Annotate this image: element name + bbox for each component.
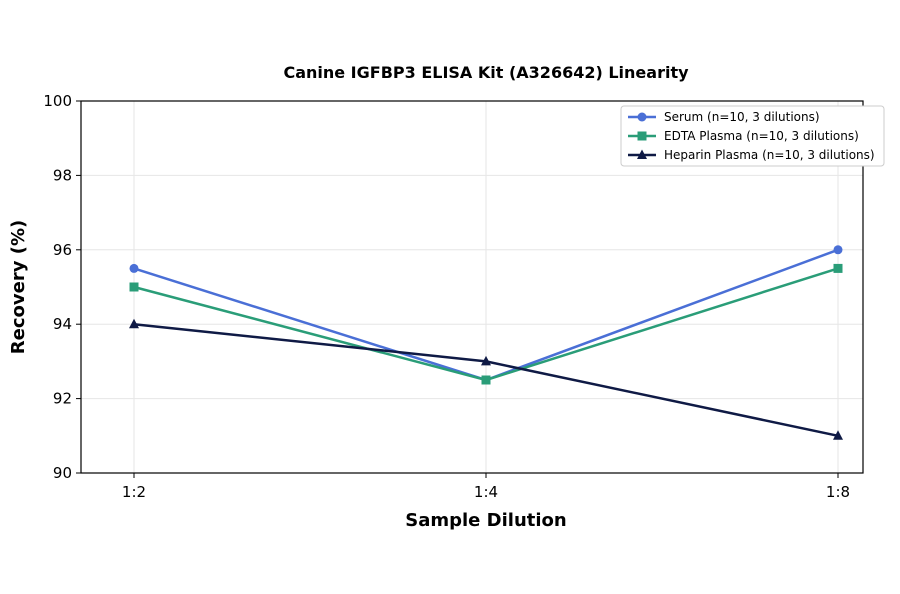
legend-entry: EDTA Plasma (n=10, 3 dilutions)	[628, 129, 859, 143]
legend-marker	[637, 112, 647, 122]
legend-marker	[637, 131, 647, 141]
y-tick-label: 94	[53, 315, 72, 333]
data-point	[481, 375, 491, 385]
data-point	[129, 282, 139, 292]
legend-label: EDTA Plasma (n=10, 3 dilutions)	[664, 129, 859, 143]
data-point	[129, 263, 139, 273]
legend-entry: Heparin Plasma (n=10, 3 dilutions)	[628, 148, 875, 162]
x-tick-label: 1:2	[122, 483, 146, 501]
data-point	[129, 318, 139, 329]
plot-frame	[80, 100, 864, 474]
y-tick-label: 98	[53, 166, 72, 184]
series-2	[129, 263, 843, 385]
legend: Serum (n=10, 3 dilutions) EDTA Plasma (n=…	[620, 105, 885, 167]
series-3	[129, 318, 843, 440]
x-tick-label: 1:8	[826, 483, 850, 501]
data-point	[481, 355, 491, 366]
y-tick-label: 92	[53, 390, 72, 408]
y-tick-label: 90	[53, 464, 72, 482]
legend-marker	[637, 149, 647, 159]
legend-entry: Serum (n=10, 3 dilutions)	[628, 110, 820, 124]
axis-ticks: 90 92 94 96 98 100 1:2 1:4 1:8	[43, 92, 850, 501]
x-axis-label: Sample Dilution	[405, 510, 566, 531]
y-axis-label: Recovery (%)	[8, 220, 29, 354]
data-point	[833, 430, 843, 440]
legend-box	[620, 105, 885, 167]
legend-label: Serum (n=10, 3 dilutions)	[664, 110, 820, 124]
y-tick-label: 100	[43, 92, 72, 110]
y-tick-label: 96	[53, 241, 72, 259]
legend-label: Heparin Plasma (n=10, 3 dilutions)	[664, 148, 875, 162]
series-layer	[129, 245, 843, 440]
x-tick-label: 1:4	[474, 483, 498, 501]
data-point	[833, 263, 843, 273]
chart-title: Canine IGFBP3 ELISA Kit (A326642) Linear…	[283, 63, 689, 82]
data-point	[833, 245, 843, 255]
